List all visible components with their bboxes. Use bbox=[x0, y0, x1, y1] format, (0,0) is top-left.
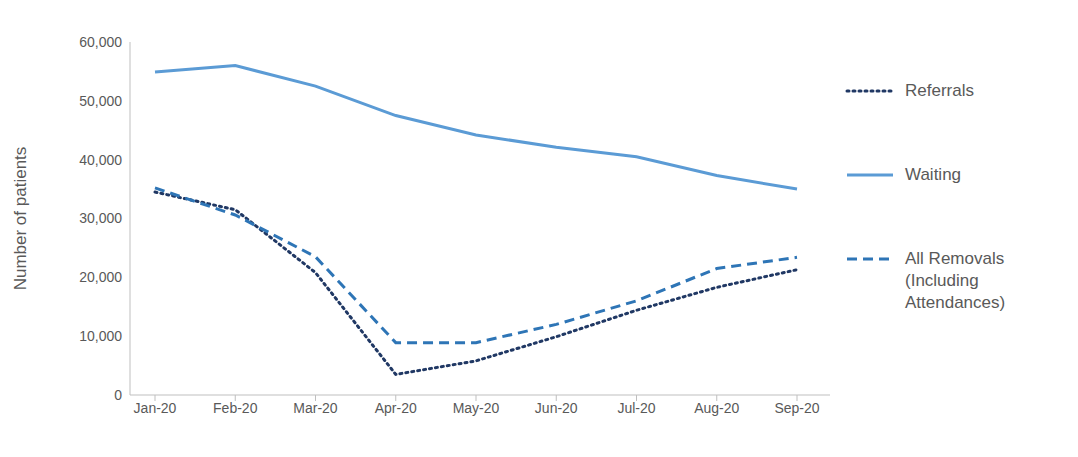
html-text:All Removals (Including Attend: All Removals (Including Attendances) bbox=[905, 249, 1006, 312]
svg-text:Jun-20: Jun-20 bbox=[535, 400, 578, 416]
svg-text:Jul-20: Jul-20 bbox=[617, 400, 655, 416]
html-text:Waiting: Waiting bbox=[905, 165, 962, 184]
svg-text:May-20: May-20 bbox=[453, 400, 500, 416]
svg-text:10,000: 10,000 bbox=[79, 328, 122, 344]
svg-text:0: 0 bbox=[114, 387, 122, 403]
svg-text:Sep-20: Sep-20 bbox=[774, 400, 819, 416]
svg-text:40,000: 40,000 bbox=[79, 152, 122, 168]
svg-text:Feb-20: Feb-20 bbox=[213, 400, 258, 416]
svg-text:20,000: 20,000 bbox=[79, 269, 122, 285]
svg-text:Aug-20: Aug-20 bbox=[694, 400, 739, 416]
svg-text:30,000: 30,000 bbox=[79, 210, 122, 226]
svg-text:60,000: 60,000 bbox=[79, 34, 122, 50]
svg-text:Number of patients: Number of patients bbox=[11, 147, 30, 291]
svg-text:Apr-20: Apr-20 bbox=[375, 400, 417, 416]
svg-text:Mar-20: Mar-20 bbox=[293, 400, 338, 416]
svg-text:50,000: 50,000 bbox=[79, 93, 122, 109]
html-text:Referrals: Referrals bbox=[905, 81, 974, 100]
svg-text:Jan-20: Jan-20 bbox=[134, 400, 177, 416]
